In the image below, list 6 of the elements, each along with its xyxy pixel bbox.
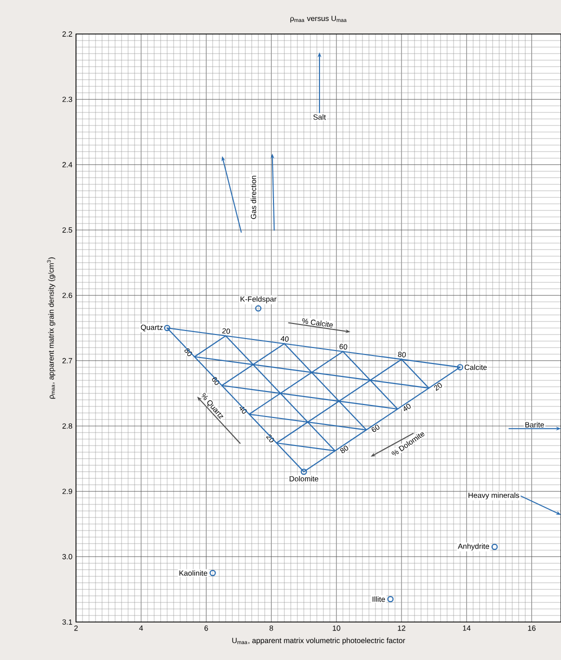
point — [300, 468, 307, 475]
point — [491, 544, 498, 550]
point — [387, 596, 394, 602]
point — [255, 305, 262, 312]
point — [456, 364, 464, 370]
point — [210, 570, 216, 576]
